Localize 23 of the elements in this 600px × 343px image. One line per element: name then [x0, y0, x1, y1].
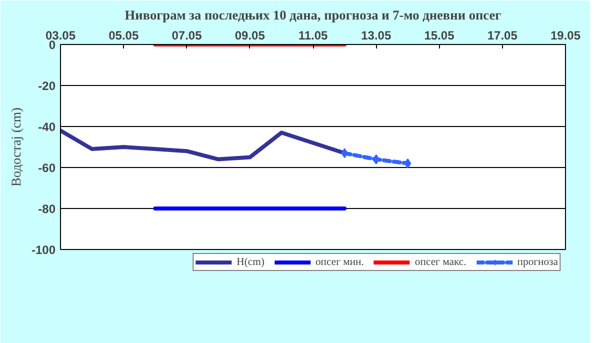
x-tick-label: 07.05: [172, 28, 202, 42]
point: [341, 148, 348, 158]
chart-title: Нивограм за последњих 10 дана, прогноза и 7-мо дневни опсег: [124, 8, 502, 22]
legend-label: опсег макс.: [414, 256, 466, 268]
legend-label: H(cm): [236, 256, 264, 268]
y-tick-label: -80: [38, 202, 56, 216]
x-tick-label: 19.05: [550, 28, 581, 42]
point: [372, 154, 380, 164]
point: [404, 158, 412, 168]
legend-label: прогноза: [517, 256, 558, 268]
y-tick-label: -40: [38, 120, 56, 134]
y-tick-label: -60: [38, 161, 56, 175]
y-tick-label: 0: [48, 38, 56, 52]
x-tick-label: 11.05: [298, 28, 328, 42]
x-tick-label: 13.05: [361, 28, 392, 42]
x-tick-label: 17.05: [487, 28, 518, 42]
x-tick-label: 15.05: [424, 28, 455, 42]
y-axis-title: Водостај (cm): [8, 108, 24, 186]
y-tick-label: -20: [38, 79, 56, 93]
x-tick-label: 09.05: [234, 28, 266, 42]
legend-label: опсег мин.: [315, 256, 364, 268]
x-tick-label: 05.05: [108, 28, 139, 42]
y-tick-label: -100: [31, 243, 56, 257]
